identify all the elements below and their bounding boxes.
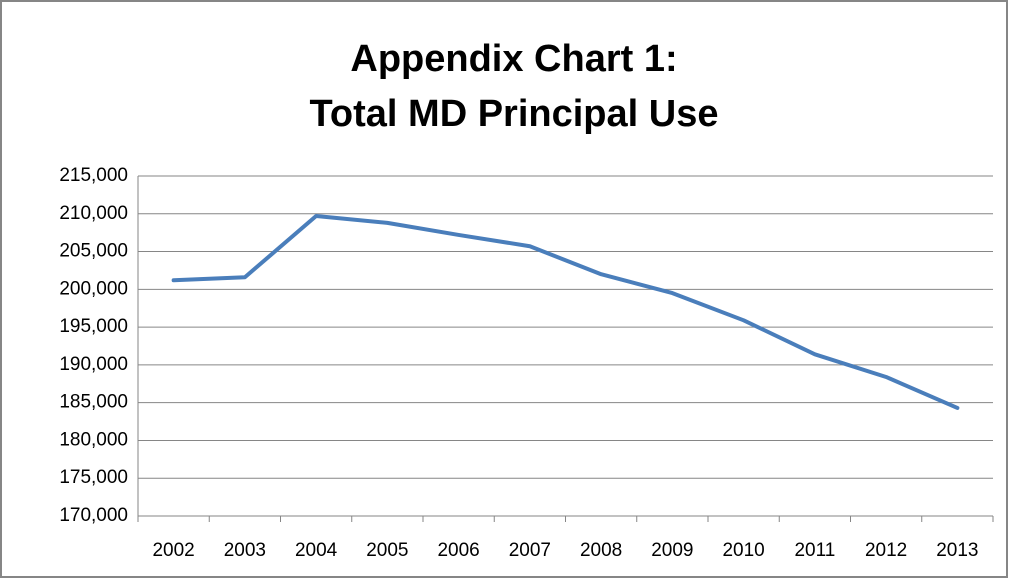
y-tick-label: 175,000 — [59, 467, 128, 488]
chart-title: Appendix Chart 1: — [350, 38, 677, 80]
y-tick-label: 210,000 — [59, 203, 128, 224]
y-tick-label: 215,000 — [59, 165, 128, 186]
x-tick-label: 2009 — [651, 540, 693, 561]
y-tick-label: 200,000 — [59, 278, 128, 299]
x-tick-label: 2011 — [794, 540, 835, 561]
x-tick-label: 2012 — [865, 540, 907, 561]
x-tick-label: 2004 — [295, 540, 338, 561]
x-tick-label: 2008 — [580, 540, 622, 561]
y-tick-label: 190,000 — [59, 354, 128, 375]
y-tick-label: 195,000 — [59, 316, 128, 337]
x-tick-label: 2010 — [722, 540, 764, 561]
y-tick-label: 180,000 — [59, 429, 128, 450]
x-tick-label: 2006 — [437, 540, 479, 561]
y-tick-label: 205,000 — [59, 241, 128, 262]
x-tick-label: 2005 — [366, 540, 408, 561]
x-tick-label: 2013 — [936, 540, 978, 561]
data-line — [171, 214, 960, 410]
x-tick-label: 2007 — [509, 540, 551, 561]
x-tick-label: 2002 — [152, 540, 194, 561]
y-tick-label: 185,000 — [59, 392, 128, 413]
y-tick-label: 170,000 — [59, 505, 128, 526]
chart-title: Total MD Principal Use — [310, 93, 719, 135]
x-tick-label: 2003 — [224, 540, 266, 561]
